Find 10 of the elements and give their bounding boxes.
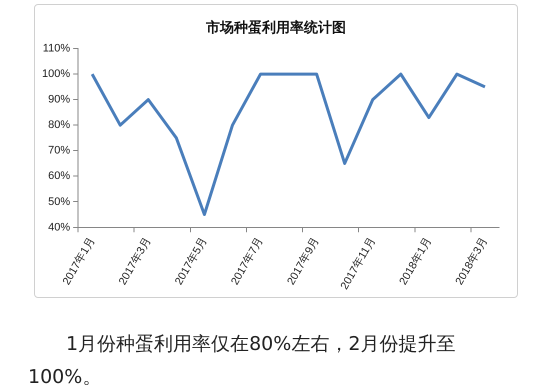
text: 1月份种蛋利用率仅在80%左右，2月份提升至100%。 — [28, 332, 456, 390]
y-tick-label: 110% — [42, 42, 70, 55]
y-tick-label: 60% — [48, 170, 70, 182]
y-tick-label: 100% — [42, 68, 70, 80]
y-tick-label: 70% — [48, 144, 70, 157]
y-tick-label: 40% — [48, 221, 70, 234]
chart-title: 市场种蛋利用率统计图 — [205, 19, 347, 37]
y-tick-label: 50% — [48, 196, 70, 208]
y-tick-label: 90% — [48, 94, 70, 106]
y-tick-label: 80% — [48, 119, 70, 132]
